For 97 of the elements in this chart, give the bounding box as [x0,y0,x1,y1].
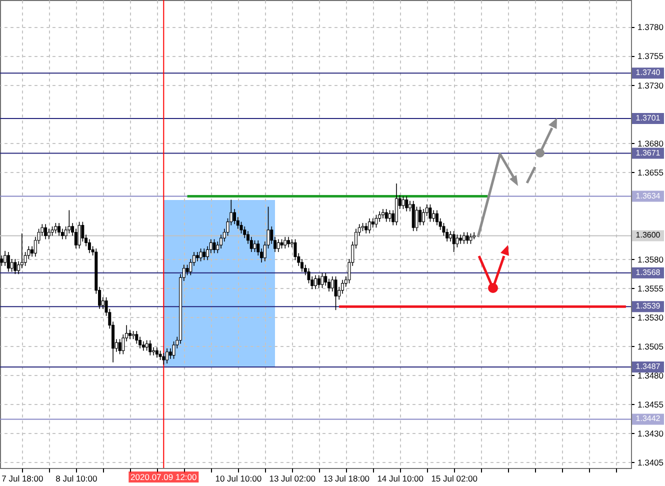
candlestick [0,255,4,266]
y-tick-label: 1.3505 [638,342,664,352]
x-tick-label: 7 Jul 18:00 [2,474,44,484]
candlestick [54,222,58,234]
y-tick-label: 1.3680 [638,138,664,148]
candlestick [47,228,50,240]
x-tick-label: 8 Jul 10:00 [56,474,98,484]
candlestick [44,224,48,240]
candlestick [394,183,398,226]
candlestick [462,232,466,244]
candlestick [152,346,156,356]
candlestick [459,234,462,244]
candlestick [448,230,452,242]
candlestick [135,330,138,344]
y-tick-label: 1.3430 [638,428,664,439]
y-tick-label: 1.3405 [638,458,664,468]
candlestick [88,238,91,254]
candlestick [334,276,338,310]
x-tick-label: 13 Jul 18:00 [323,474,370,484]
y-tick-label: 1.3755 [638,51,664,62]
candlestick [4,250,7,266]
ref-line-label: 1.3600 [636,230,661,240]
candlestick [172,341,176,360]
candlestick [418,206,422,226]
candlestick [212,238,216,254]
x-tick-label: 2020.07.09 12:00 [130,472,198,482]
candlestick [50,226,54,236]
candlestick [142,341,145,352]
candlestick [317,274,320,288]
candlestick [466,232,469,244]
candlestick [314,274,317,290]
candlestick [452,230,456,252]
candlestick [233,208,236,225]
candlestick [388,210,392,222]
candlestick [162,352,166,366]
candlestick [384,208,388,222]
candlestick [280,238,284,249]
candlestick [364,222,368,234]
candlestick [240,221,243,234]
candlestick [422,208,425,226]
candlestick [415,206,418,232]
y-tick-label: 1.3530 [638,312,664,323]
candlestick [276,238,280,252]
candlestick [118,338,122,355]
candlestick [320,272,324,288]
candlestick [284,236,287,249]
y-tick-label: 1.3555 [638,284,664,294]
x-tick-label: 14 Jul 10:00 [377,474,424,484]
candlestick [412,200,415,232]
ref-line-label: 1.3539 [636,302,661,311]
candlestick [402,196,405,210]
ref-line-label: 1.3568 [636,268,661,277]
y-tick-label: 1.3780 [638,22,664,32]
candlestick [456,234,459,248]
candlestick [202,248,206,261]
candlestick [14,258,17,274]
candlestick [432,210,436,222]
candlestick [381,208,384,219]
candlestick [186,264,189,276]
candlestick [374,214,378,228]
candlestick [145,340,148,352]
y-tick-label: 1.3655 [638,167,664,178]
candlestick [166,348,169,364]
x-tick-label: 13 Jul 02:00 [269,474,316,484]
candlestick [435,210,438,226]
candlestick [10,258,14,272]
candlestick [371,218,374,228]
ref-line-label: 1.3487 [636,362,661,371]
candlestick [128,329,132,340]
candlestick [155,346,158,358]
ref-line-label: 1.3634 [636,191,661,200]
y-tick-label: 1.3480 [638,370,664,381]
ref-line-label: 1.3671 [636,148,661,158]
y-tick-label: 1.3730 [638,80,664,90]
candlestick [368,218,371,234]
candlestick [428,204,432,222]
x-tick-label: 15 Jul 02:00 [431,474,478,484]
candlestick [78,221,81,249]
x-tick-label: 10 Jul 10:00 [215,474,262,484]
candlestick [58,222,61,236]
candlestick [287,236,290,248]
ref-line-label: 1.3701 [636,113,661,122]
candlestick [196,252,199,262]
candlestick [158,350,162,360]
candlestick [148,340,152,356]
candlestick [405,196,408,212]
candlestick [81,221,84,242]
candlestick [469,233,472,244]
ref-line-label: 1.3740 [636,68,661,78]
candlestick [253,240,256,252]
y-tick-label: 1.3580 [638,254,664,264]
y-tick-label: 1.3455 [638,400,664,410]
candlestick [199,248,202,262]
candlestick [472,232,476,240]
candlestick [168,348,172,360]
ref-line-label: 1.3442 [636,414,661,424]
candlestick [6,252,10,272]
